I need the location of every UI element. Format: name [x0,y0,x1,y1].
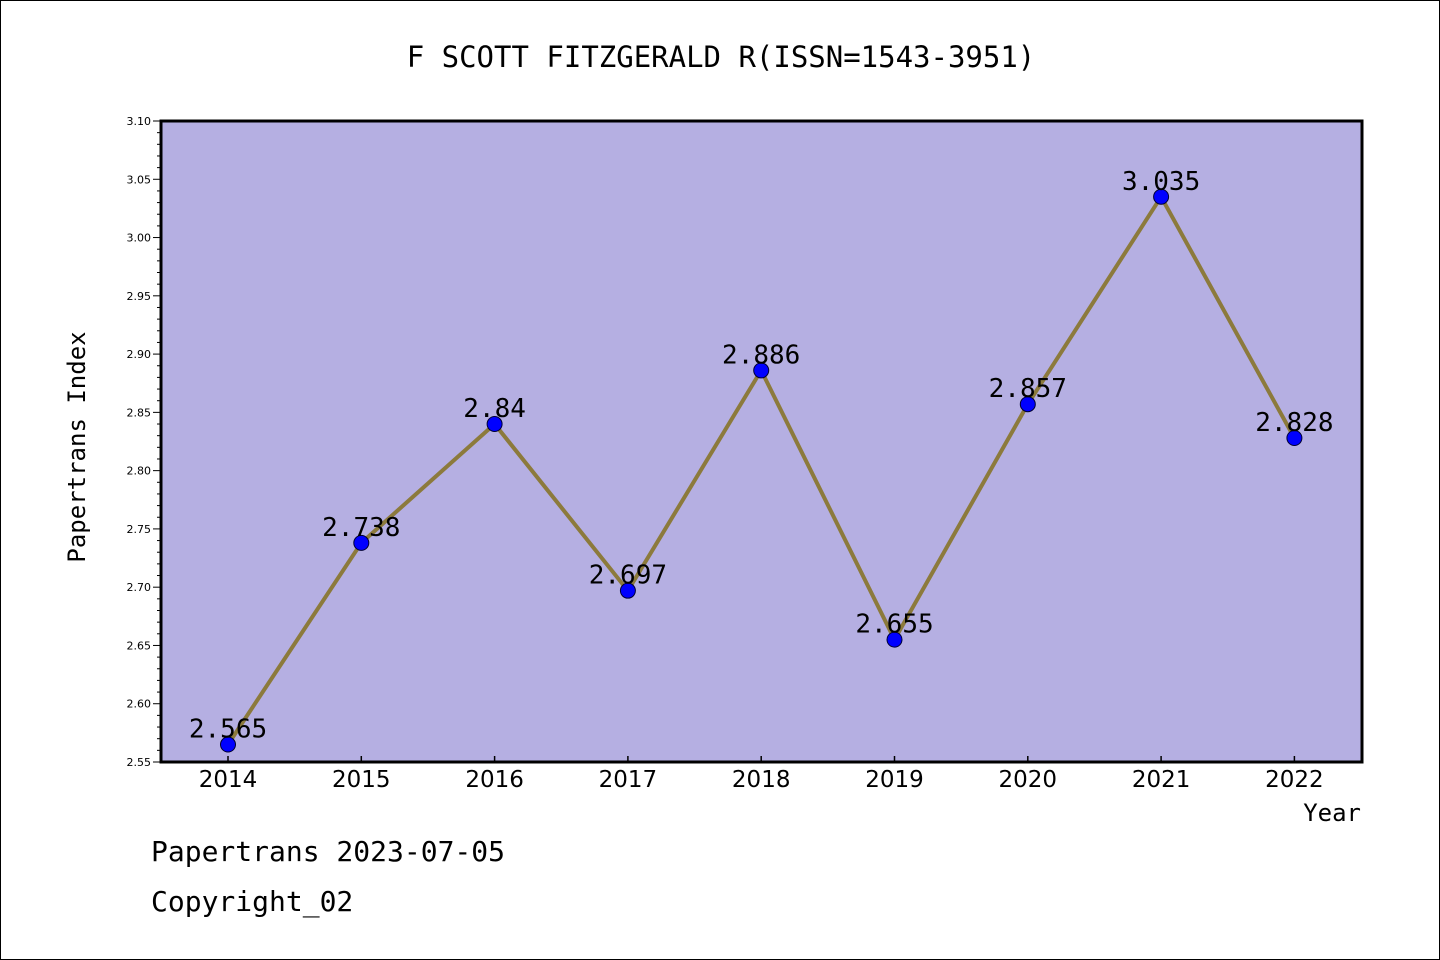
data-labels: 2.565 2.738 2.84 2.697 2.886 2.655 2.857 3.035 2… [189,167,1334,745]
data-point [353,534,370,551]
data-label: 2.84 [463,394,526,424]
y-axis-label: Papertrans Index [63,331,91,562]
y-tick-label: 2.90 [127,348,152,361]
plot-area [161,121,1362,762]
plot-frame [159,119,1364,764]
data-label: 2.738 [322,513,400,543]
y-tick-label: 2.60 [127,698,152,711]
data-point [486,416,503,433]
data-point [1019,396,1036,413]
y-tick-label: 3.05 [127,173,152,186]
data-point [619,582,636,599]
data-label: 2.828 [1255,408,1333,438]
data-label: 2.857 [989,374,1067,404]
y-tick-label: 2.55 [127,756,152,769]
chart-title: F SCOTT FITZGERALD R(ISSN=1543-3951) [407,40,1036,74]
data-markers [220,188,1303,753]
y-tick-label: 2.95 [127,290,152,303]
x-tick-label: 2020 [999,767,1058,793]
data-point [886,631,903,648]
y-tick-label: 2.65 [127,639,152,652]
x-tick-label: 2021 [1132,767,1191,793]
x-tick-label: 2016 [465,767,524,793]
y-tick-label: 2.75 [127,523,152,536]
y-tick-label: 2.85 [127,406,152,419]
data-label: 2.697 [589,561,667,591]
data-point [220,736,236,753]
data-label: 2.565 [189,715,267,745]
data-label: 3.035 [1122,167,1200,197]
data-point [753,362,770,379]
footer-copyright: Copyright_02 [151,885,354,918]
x-axis-ticks: 2014 2015 2016 2017 2018 2019 2020 2021 2022 [199,756,1324,793]
x-tick-label: 2015 [332,767,391,793]
x-tick-label: 2019 [865,767,924,793]
x-tick-label: 2022 [1265,767,1324,793]
y-tick-label: 2.80 [127,465,152,478]
data-point [1286,430,1303,447]
x-tick-label: 2018 [732,767,791,793]
x-tick-label: 2017 [599,767,658,793]
footer-date: Papertrans 2023-07-05 [151,835,506,868]
y-axis-ticks: 2.55 2.60 2.65 2.70 2.75 2.80 2.85 2.90 2.95 3.00… [127,115,161,769]
y-tick-label: 3.00 [127,232,152,245]
x-tick-label: 2014 [199,767,258,793]
x-axis-label: Year [1303,799,1361,827]
data-label: 2.655 [855,610,933,640]
y-tick-label: 2.70 [127,581,152,594]
data-point [1153,188,1170,205]
data-label: 2.886 [722,340,800,370]
y-tick-label: 3.10 [127,115,152,128]
